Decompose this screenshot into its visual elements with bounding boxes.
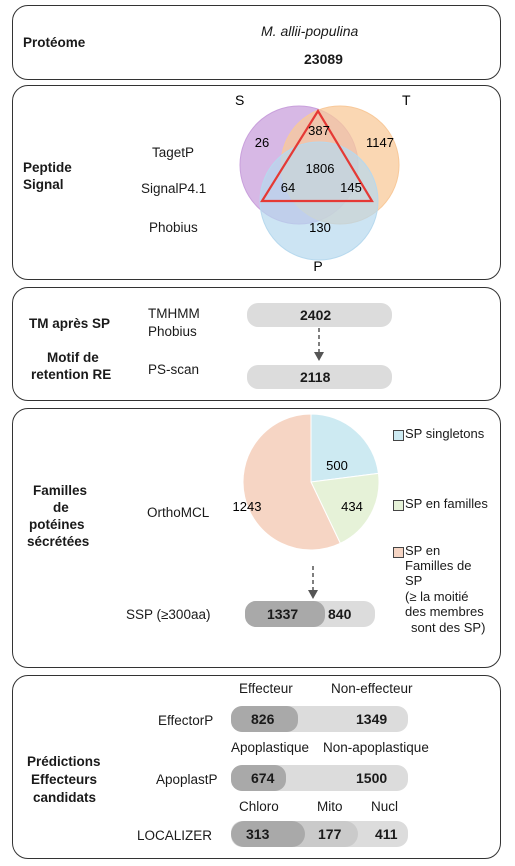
effector-bar-fill xyxy=(231,706,299,732)
tool-phobius: Phobius xyxy=(149,220,198,235)
legend-sp-families-1: SP en xyxy=(405,543,441,558)
tm-bar xyxy=(247,303,392,327)
proteome-label: Protéome xyxy=(23,35,86,50)
mito-value: 177 xyxy=(318,826,342,842)
apoplast-bar-fill xyxy=(231,765,286,791)
legend-sp-families-5: des membres xyxy=(405,604,484,619)
tool-signalp: SignalP4.1 xyxy=(141,181,207,196)
families-panel: Familles de potéines sécrétées OrthoMCL … xyxy=(12,408,501,668)
tool-apoplastp: ApoplastP xyxy=(156,772,218,787)
apoplastic-value: 674 xyxy=(251,770,275,786)
nucl-value: 411 xyxy=(375,826,398,842)
legend-swatch-sp-families xyxy=(393,547,404,558)
tool-tmhmm: TMHMM xyxy=(148,306,200,321)
predictions-label-3: candidats xyxy=(33,790,97,805)
predictions-label-1: Prédictions xyxy=(27,754,101,769)
ssp-value: 1337 xyxy=(267,606,299,622)
legend-sp-families-4: (≥ la moitié xyxy=(405,589,469,604)
tm-label: TM après SP xyxy=(29,316,111,331)
families-label-2: de xyxy=(53,500,69,515)
chloro-head: Chloro xyxy=(239,799,279,814)
proteome-panel: Protéome M. allii-populina 23089 xyxy=(12,5,501,80)
legend-sp-families-3: SP xyxy=(405,573,423,588)
tool-phobius-tm: Phobius xyxy=(148,324,197,339)
families-label-4: sécrétées xyxy=(27,534,90,549)
families-label-3: potéines xyxy=(29,517,85,532)
tool-psscan: PS-scan xyxy=(148,362,200,377)
ssp-label: SSP (≥300aa) xyxy=(126,607,211,622)
legend-swatch-families xyxy=(393,500,404,511)
signal-label-2: Signal xyxy=(23,177,64,192)
signal-label-1: Peptide xyxy=(23,160,72,175)
families-label-1: Familles xyxy=(33,483,88,498)
non-effector-head: Non-effecteur xyxy=(331,681,413,696)
non-apoplastic-value: 1500 xyxy=(356,770,388,786)
retention-label-2: retention RE xyxy=(31,367,112,382)
legend-singletons: SP singletons xyxy=(405,426,485,441)
tool-localizer: LOCALIZER xyxy=(137,828,213,843)
non-effector-value: 1349 xyxy=(356,711,388,727)
signal-panel: Peptide Signal TagetP SignalP4.1 Phobius xyxy=(12,85,501,280)
nucl-head: Nucl xyxy=(371,799,399,814)
species-name: M. allii-populina xyxy=(261,23,359,39)
tm-value: 2402 xyxy=(300,307,332,323)
effector-value: 826 xyxy=(251,711,275,727)
tool-targetp: TagetP xyxy=(152,145,195,160)
legend-sp-families-2: Familles de xyxy=(405,558,472,573)
proteome-count: 23089 xyxy=(304,51,343,67)
effector-head: Effecteur xyxy=(239,681,293,696)
legend-sp-families-6: sont des SP) xyxy=(411,620,486,635)
chloro-value: 313 xyxy=(246,826,270,842)
predictions-panel: Prédictions Effecteurs candidats Effecte… xyxy=(12,675,501,859)
tm-panel: TM après SP Motif de retention RE TMHMM … xyxy=(12,287,501,401)
non-apoplastic-head: Non-apoplastique xyxy=(323,740,429,755)
ssp-other-value: 840 xyxy=(328,606,352,622)
retention-label-1: Motif de xyxy=(47,350,99,365)
tool-orthomcl: OrthoMCL xyxy=(147,505,210,520)
retention-value: 2118 xyxy=(300,369,331,385)
localizer-chloro-segment xyxy=(231,821,305,847)
ssp-bar-fill xyxy=(245,601,325,627)
apoplastic-head: Apoplastique xyxy=(231,740,310,755)
retention-bar xyxy=(247,365,392,389)
predictions-label-2: Effecteurs xyxy=(31,772,98,787)
tool-effectorp: EffectorP xyxy=(158,713,214,728)
legend-swatch-singletons xyxy=(393,430,404,441)
legend-families: SP en familles xyxy=(405,496,488,511)
mito-head: Mito xyxy=(317,799,343,814)
